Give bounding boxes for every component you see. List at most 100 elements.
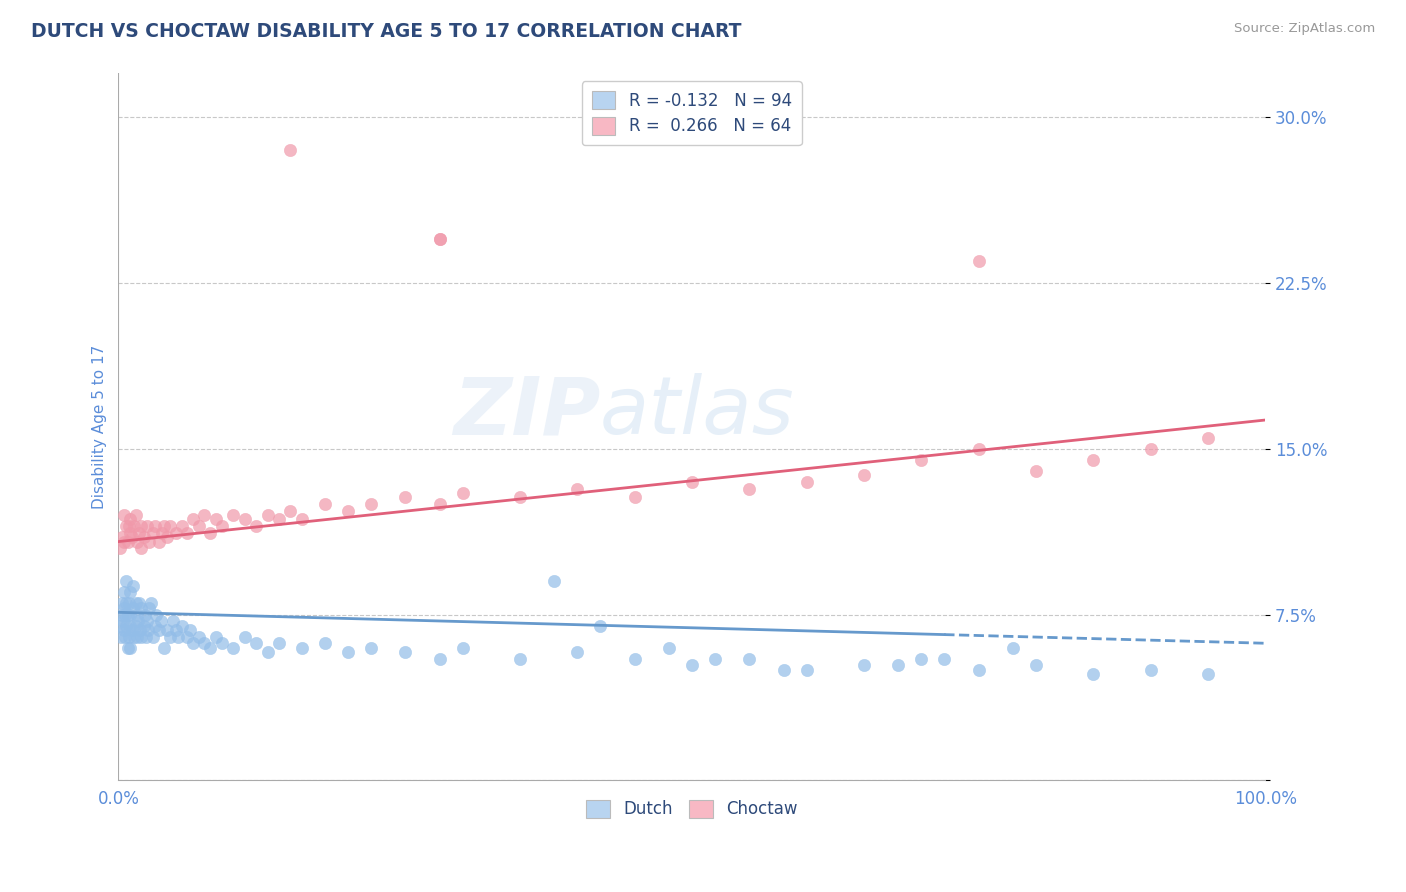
Point xyxy=(110,630,132,644)
Point xyxy=(127,614,149,628)
Point xyxy=(205,630,228,644)
Point xyxy=(142,525,165,540)
Point xyxy=(138,600,160,615)
Point xyxy=(143,618,166,632)
Point xyxy=(623,491,645,505)
Point xyxy=(1025,658,1047,673)
Text: DUTCH VS CHOCTAW DISABILITY AGE 5 TO 17 CORRELATION CHART: DUTCH VS CHOCTAW DISABILITY AGE 5 TO 17 … xyxy=(31,22,741,41)
Point xyxy=(360,640,382,655)
Point xyxy=(187,630,209,644)
Point xyxy=(796,663,818,677)
Point xyxy=(222,640,245,655)
Point xyxy=(132,618,155,632)
Point xyxy=(118,525,141,540)
Point xyxy=(118,630,141,644)
Text: atlas: atlas xyxy=(600,374,794,451)
Point xyxy=(131,600,153,615)
Point xyxy=(181,512,204,526)
Point xyxy=(934,651,956,665)
Point xyxy=(122,600,145,615)
Point xyxy=(156,623,179,637)
Y-axis label: Disability Age 5 to 17: Disability Age 5 to 17 xyxy=(93,344,107,508)
Point xyxy=(118,519,141,533)
Point xyxy=(136,614,159,628)
Point xyxy=(114,607,136,622)
Point xyxy=(910,452,932,467)
Point xyxy=(145,607,167,622)
Point xyxy=(314,497,336,511)
Point xyxy=(222,508,245,522)
Point xyxy=(115,597,138,611)
Point xyxy=(112,508,135,522)
Point xyxy=(115,574,138,589)
Point xyxy=(124,618,146,632)
Point xyxy=(124,630,146,644)
Point xyxy=(360,497,382,511)
Point xyxy=(125,607,148,622)
Point xyxy=(125,534,148,549)
Point xyxy=(170,519,193,533)
Point xyxy=(267,512,290,526)
Point xyxy=(179,623,201,637)
Point xyxy=(267,636,290,650)
Point xyxy=(509,651,531,665)
Point xyxy=(1025,464,1047,478)
Point xyxy=(142,630,165,644)
Point xyxy=(159,630,181,644)
Point xyxy=(291,640,314,655)
Point xyxy=(115,618,138,632)
Point xyxy=(429,232,451,246)
Point xyxy=(336,645,359,659)
Point xyxy=(280,503,302,517)
Point xyxy=(165,623,187,637)
Point xyxy=(1139,663,1161,677)
Point xyxy=(128,597,150,611)
Point xyxy=(1083,452,1105,467)
Point xyxy=(132,530,155,544)
Point xyxy=(567,645,589,659)
Point xyxy=(187,519,209,533)
Point xyxy=(111,597,134,611)
Point xyxy=(131,541,153,556)
Point xyxy=(1002,640,1025,655)
Point xyxy=(111,607,134,622)
Point xyxy=(139,597,162,611)
Point xyxy=(118,607,141,622)
Legend: Dutch, Choctaw: Dutch, Choctaw xyxy=(579,793,804,825)
Point xyxy=(121,623,143,637)
Point xyxy=(451,640,474,655)
Point xyxy=(910,651,932,665)
Point xyxy=(451,486,474,500)
Point xyxy=(738,651,761,665)
Point xyxy=(291,512,314,526)
Point xyxy=(681,475,703,489)
Point xyxy=(153,519,176,533)
Point xyxy=(129,623,152,637)
Point xyxy=(117,607,139,622)
Point xyxy=(852,468,875,483)
Point xyxy=(153,640,176,655)
Point xyxy=(1197,667,1219,681)
Point xyxy=(124,597,146,611)
Text: Source: ZipAtlas.com: Source: ZipAtlas.com xyxy=(1234,22,1375,36)
Point xyxy=(112,585,135,599)
Point xyxy=(394,645,416,659)
Point xyxy=(233,630,256,644)
Point xyxy=(148,534,170,549)
Point xyxy=(623,651,645,665)
Point xyxy=(193,636,215,650)
Point xyxy=(143,519,166,533)
Point xyxy=(115,519,138,533)
Point xyxy=(138,534,160,549)
Point xyxy=(796,475,818,489)
Point xyxy=(134,607,156,622)
Point xyxy=(181,636,204,650)
Point xyxy=(429,497,451,511)
Point xyxy=(118,597,141,611)
Point xyxy=(131,519,153,533)
Point xyxy=(135,630,157,644)
Point xyxy=(205,512,228,526)
Point xyxy=(509,491,531,505)
Point xyxy=(967,442,990,456)
Point xyxy=(1197,431,1219,445)
